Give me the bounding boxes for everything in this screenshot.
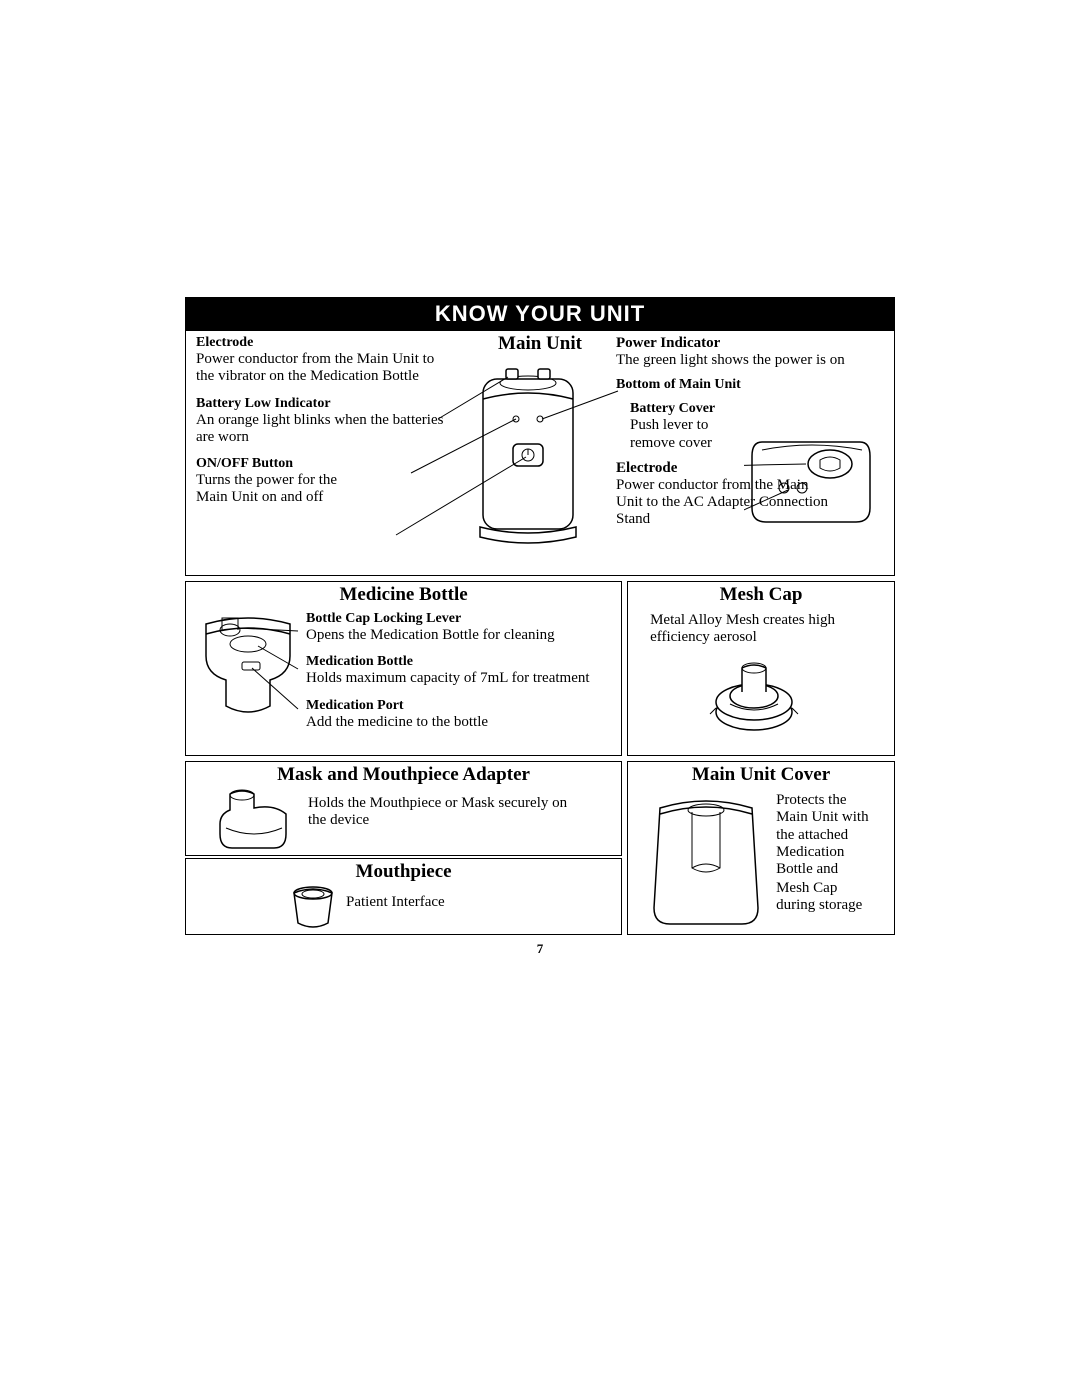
electrode-label: Electrode xyxy=(196,335,451,351)
mesh-cap-illustration xyxy=(708,654,808,749)
locking-lever-text: Opens the Medication Bottle for cleaning xyxy=(306,627,606,644)
onoff-label: ON/OFF Button xyxy=(196,456,451,472)
electrode2-label: Electrode xyxy=(616,460,886,477)
section-adapter: Mask and Mouthpiece Adapter Holds the Mo… xyxy=(185,761,622,856)
medication-bottle-label: Medication Bottle xyxy=(306,654,606,670)
mouthpiece-text: Patient Interface xyxy=(346,894,546,911)
medication-bottle-text: Holds maximum capacity of 7mL for treatm… xyxy=(306,670,606,687)
medicine-bottle-illustration xyxy=(192,610,304,750)
row-medicine-mesh: Medicine Bottle Bottle Cap Locking Lever… xyxy=(185,581,895,756)
battery-low-text: An orange light blinks when the batterie… xyxy=(196,412,451,429)
medicine-bottle-title: Medicine Bottle xyxy=(186,582,621,609)
battery-low-label: Battery Low Indicator xyxy=(196,396,451,412)
adapter-illustration xyxy=(202,784,302,856)
power-indicator-label: Power Indicator xyxy=(616,335,886,352)
cover-text: Protects the Main Unit with the attached… xyxy=(776,792,876,878)
mesh-cap-title: Mesh Cap xyxy=(628,582,894,609)
mouthpiece-title: Mouthpiece xyxy=(186,859,621,886)
electrode-text: Power conductor from the Main Unit to th… xyxy=(196,351,451,386)
section-medicine-bottle: Medicine Bottle Bottle Cap Locking Lever… xyxy=(185,581,622,756)
section-main-unit: Main Unit xyxy=(185,331,895,576)
section-mouthpiece: Mouthpiece Patient Interface xyxy=(185,858,622,935)
medication-port-text: Add the medicine to the bottle xyxy=(306,714,606,731)
cover-illustration xyxy=(644,790,769,935)
page: KNOW YOUR UNIT Main Unit xyxy=(185,297,895,957)
adapter-text: Holds the Mouthpiece or Mask securely on… xyxy=(308,795,568,830)
section-mesh-cap: Mesh Cap Metal Alloy Mesh creates high e… xyxy=(627,581,895,756)
locking-lever-label: Bottle Cap Locking Lever xyxy=(306,611,606,627)
mesh-cap-text: Metal Alloy Mesh creates high efficiency… xyxy=(650,612,870,647)
power-indicator-text: The green light shows the power is on xyxy=(616,352,886,369)
page-number: 7 xyxy=(185,941,895,957)
cover-text2: Mesh Cap during storage xyxy=(776,880,876,915)
electrode2-text: Power conductor from the Main Unit to th… xyxy=(616,477,836,529)
row-adapter-cover: Mask and Mouthpiece Adapter Holds the Mo… xyxy=(185,761,895,935)
mouthpiece-illustration xyxy=(286,883,340,933)
medication-port-label: Medication Port xyxy=(306,698,606,714)
battery-cover-text: Push lever to remove cover xyxy=(630,417,730,452)
battery-low-text2: are worn xyxy=(196,429,451,446)
bottom-of-unit-label: Bottom of Main Unit xyxy=(616,377,886,393)
section-main-unit-cover: Main Unit Cover Protects the Main Unit w… xyxy=(627,761,895,935)
cover-title: Main Unit Cover xyxy=(628,762,894,789)
battery-cover-label: Battery Cover xyxy=(630,401,886,417)
banner-title: KNOW YOUR UNIT xyxy=(185,297,895,331)
onoff-text: Turns the power for the Main Unit on and… xyxy=(196,472,366,507)
